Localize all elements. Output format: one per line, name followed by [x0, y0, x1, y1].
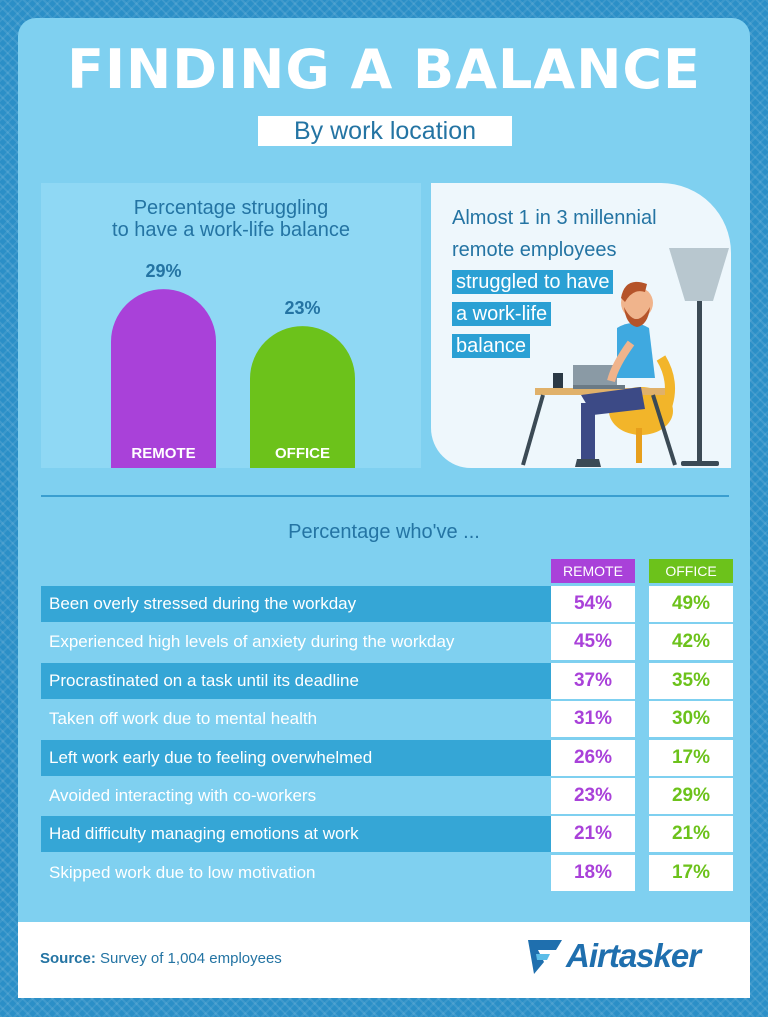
remote-value: 31%	[551, 701, 635, 737]
office-value: 17%	[649, 855, 733, 891]
bar-chart-title-line2: to have a work-life balance	[112, 219, 350, 241]
source-note: Source: Survey of 1,004 employees	[40, 950, 282, 967]
office-value: 35%	[649, 663, 733, 699]
row-label: Taken off work due to mental health	[49, 709, 318, 728]
quote-highlight3: balance	[452, 334, 531, 358]
office-value: 29%	[649, 778, 733, 814]
quote-highlight1: struggled to have	[452, 270, 614, 294]
row-label: Skipped work due to low motivation	[49, 863, 316, 882]
bar-value-label: 23%	[284, 298, 320, 318]
row-label: Experienced high levels of anxiety durin…	[49, 632, 455, 651]
table-row: Skipped work due to low motivation	[41, 855, 551, 891]
bar-office	[250, 326, 355, 468]
bar-chart: 29% REMOTE 23% OFFICE	[111, 261, 355, 468]
column-header-remote: REMOTE	[551, 559, 635, 583]
source-text: Survey of 1,004 employees	[100, 950, 282, 967]
table-row: Taken off work due to mental health	[41, 701, 551, 737]
table-row: Had difficulty managing emotions at work	[41, 816, 551, 852]
bar-category-label: REMOTE	[131, 445, 195, 462]
remote-value: 37%	[551, 663, 635, 699]
bar-chart-panel: Percentage struggling to have a work-lif…	[41, 183, 421, 468]
page-title: FINDING A BALANCE	[67, 38, 701, 101]
remote-value: 26%	[551, 740, 635, 776]
table-row: Experienced high levels of anxiety durin…	[41, 624, 551, 660]
brand-name: Airtasker	[566, 937, 701, 974]
remote-value: 45%	[551, 624, 635, 660]
office-value: 49%	[649, 586, 733, 622]
quote-line2: remote employees	[452, 239, 617, 261]
section-divider	[41, 495, 729, 497]
remote-value: 21%	[551, 816, 635, 852]
bar-category-label: OFFICE	[275, 445, 330, 462]
airtasker-logo-icon	[528, 940, 562, 974]
page-subtitle: By work location	[258, 116, 512, 146]
footer	[18, 922, 750, 998]
table-row: Avoided interacting with co-workers	[41, 778, 551, 814]
row-label: Avoided interacting with co-workers	[49, 786, 317, 805]
table-row: Procrastinated on a task until its deadl…	[41, 663, 551, 699]
office-value: 42%	[649, 624, 733, 660]
quote-line1: Almost 1 in 3 millennial	[452, 207, 657, 229]
bar-value-label: 29%	[145, 261, 181, 281]
row-label: Procrastinated on a task until its deadl…	[49, 671, 359, 690]
office-value: 21%	[649, 816, 733, 852]
table-title: Percentage who've ...	[288, 521, 480, 543]
person-laptop-illustration	[521, 248, 729, 467]
bar-chart-title-line1: Percentage struggling	[133, 197, 329, 219]
highlight-quote: Almost 1 in 3 millennial remote employee…	[452, 202, 722, 362]
remote-value: 23%	[551, 778, 635, 814]
table-row: Left work early due to feeling overwhelm…	[41, 740, 551, 776]
bar-remote	[111, 289, 216, 468]
office-value: 17%	[649, 740, 733, 776]
remote-value: 54%	[551, 586, 635, 622]
row-label: Left work early due to feeling overwhelm…	[49, 748, 373, 767]
office-value: 30%	[649, 701, 733, 737]
floor-lamp-icon	[669, 248, 729, 466]
quote-highlight2: a work-life	[452, 302, 552, 326]
bar-chart-title: Percentage struggling to have a work-lif…	[41, 197, 421, 241]
table-row: Been overly stressed during the workday	[41, 586, 551, 622]
row-label: Had difficulty managing emotions at work	[49, 824, 359, 843]
source-label: Source:	[40, 950, 96, 967]
column-header-office: OFFICE	[649, 559, 733, 583]
remote-value: 18%	[551, 855, 635, 891]
row-label: Been overly stressed during the workday	[49, 594, 357, 613]
